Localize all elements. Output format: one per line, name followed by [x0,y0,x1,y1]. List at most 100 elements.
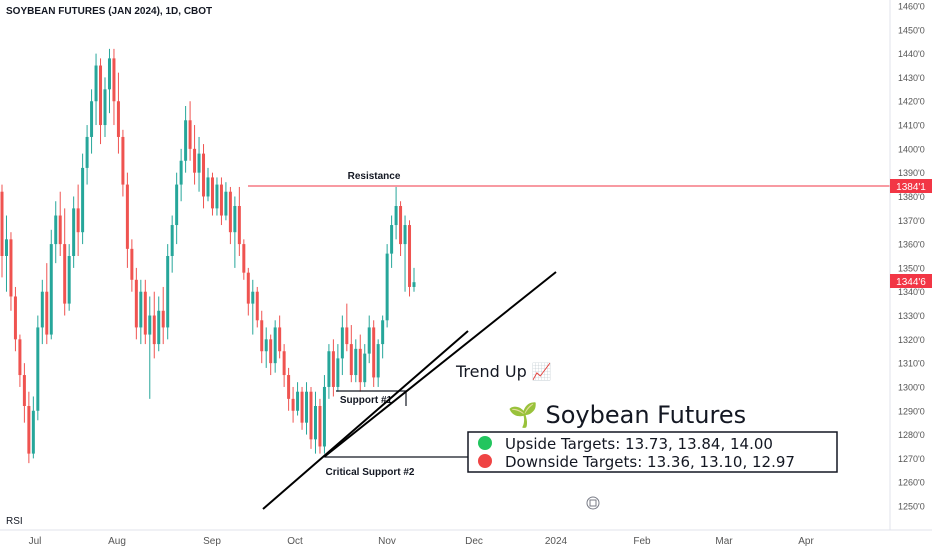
candle-body [372,327,376,378]
candle-body [112,58,116,102]
price-tick-label: 1460'0 [898,2,925,12]
candle-body [358,348,362,383]
candle-body [219,184,223,216]
candle-body [385,253,389,321]
trendline-lower [262,330,469,510]
candle-body [188,120,192,149]
candle-body [197,153,201,173]
last-price-tag [890,274,932,288]
candle-body [255,291,259,321]
candle-body [363,353,367,383]
support-1-label: Support #1 [340,395,393,406]
price-tick-label: 1350'0 [898,263,925,273]
critical-support-label: Critical Support #2 [326,467,415,478]
candle-body [273,327,277,364]
candle-body [175,184,179,226]
candle-body [130,248,134,280]
candle-body [210,177,214,209]
candle-body [13,296,17,340]
candle-body [322,386,326,447]
candle-body [4,239,8,256]
price-tick-label: 1300'0 [898,382,925,392]
candle-body [76,208,80,233]
candle-body [36,327,40,411]
candle-body [242,244,246,273]
candle-body [331,351,335,387]
trendline-upper [323,271,557,458]
candle-body [349,344,353,376]
price-tick-label: 1370'0 [898,216,925,226]
candle-body [121,136,125,185]
downside-dot-icon [478,454,492,468]
time-tick-label: Nov [378,536,396,547]
price-axis: 1460'0 1450'0 1440'0 1430'0 1420'0 1410'0 1400… [889,0,925,530]
time-tick-label: Oct [287,536,303,547]
candle-body [300,391,304,423]
candle-body [40,291,44,328]
candle-body [327,351,331,387]
candle-body [233,206,237,233]
candle-body [99,65,103,126]
candle-body [278,327,282,352]
candle-body [237,206,241,245]
candle-body [376,344,380,378]
candle-body [260,320,264,352]
candle-body [143,291,147,335]
price-tick-label: 1250'0 [898,502,925,512]
candle-body [49,244,53,335]
candle-body [296,391,300,411]
candle-body [313,406,317,440]
candle-body [125,184,129,249]
candle-body [287,375,291,399]
rsi-pane-label[interactable]: RSI [6,516,23,527]
candle-body [340,327,344,359]
candle-body [54,215,58,245]
price-tick-label: 1410'0 [898,121,925,131]
candle-body [251,291,255,304]
price-tick-label: 1440'0 [898,49,925,59]
price-tick-label: 1420'0 [898,97,925,107]
price-tick-label: 1380'0 [898,192,925,202]
price-tick-label: 1280'0 [898,430,925,440]
candle-body [31,410,35,454]
candle-body [63,244,67,304]
candle-body [269,339,273,364]
candle-body [139,291,143,328]
candle-body [81,167,85,233]
chart-title: SOYBEAN FUTURES (JAN 2024), 1D, CBOT [6,6,213,17]
candle-body [282,351,286,376]
price-tick-label: 1360'0 [898,240,925,250]
candle-body [354,348,358,376]
candle-body [246,272,250,304]
candle-body [170,225,174,256]
price-tick-label: 1340'0 [898,287,925,297]
candle-body [291,398,295,411]
candle-body [0,191,4,256]
candle-body [166,256,170,328]
price-tick-label: 1260'0 [898,478,925,488]
candle-body [394,206,398,226]
candle-body [408,225,412,287]
candle-body [179,160,183,185]
candle-body [202,153,206,197]
candle-body [264,339,268,352]
price-tick-label: 1270'0 [898,454,925,464]
candle-body [399,206,403,245]
time-tick-label: Sep [203,536,221,547]
price-tick-label: 1310'0 [898,359,925,369]
candle-body [103,89,107,126]
event-marker-icon[interactable] [586,496,600,510]
candle-body [94,65,98,102]
candle-body [157,310,161,345]
candle-body [107,58,111,90]
candle-body [184,120,188,161]
candle-body [134,279,138,328]
price-tick-label: 1330'0 [898,311,925,321]
candle-body [193,148,197,173]
last-price-text: 1344'6 [896,277,926,288]
candle-body [161,310,165,328]
candle-body [390,225,394,254]
candle-body [206,177,210,197]
downside-targets-label: Downside Targets: 13.36, 13.10, 12.97 [505,453,795,471]
